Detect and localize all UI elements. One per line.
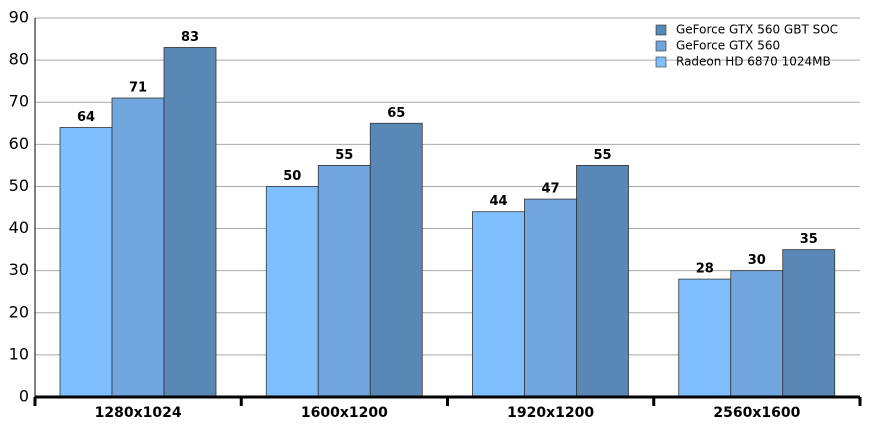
value-label: 83 (181, 30, 199, 45)
bar (163, 47, 217, 398)
legend-label: GeForce GTX 560 GBT SOC (676, 23, 838, 37)
y-tick-label: 40 (9, 218, 29, 237)
y-tick-label: 90 (9, 8, 29, 27)
y-tick-label: 20 (9, 302, 29, 321)
value-label: 50 (283, 169, 301, 184)
legend-label: GeForce GTX 560 (676, 39, 780, 53)
x-tick-label: 1600x1200 (301, 405, 388, 421)
bar (524, 198, 577, 398)
value-label: 30 (748, 253, 766, 268)
bar (111, 97, 165, 398)
legend-swatch (655, 56, 667, 68)
bar (576, 164, 629, 398)
legend-swatch (655, 24, 667, 36)
bar (369, 122, 423, 398)
bar (782, 249, 836, 398)
value-label: 44 (489, 194, 507, 209)
x-tick-label: 1920x1200 (507, 405, 594, 421)
y-tick-label: 0 (19, 387, 29, 406)
value-label: 28 (696, 262, 714, 277)
y-tick-label: 50 (9, 176, 29, 195)
bar (265, 186, 319, 398)
value-label: 65 (387, 106, 405, 121)
value-label: 55 (335, 148, 353, 163)
y-tick-label: 70 (9, 92, 29, 111)
legend-label: Radeon HD 6870 1024MB (676, 55, 831, 69)
y-tick-label: 10 (9, 344, 29, 363)
bar (730, 270, 784, 398)
bar (678, 278, 732, 398)
value-label: 64 (77, 110, 95, 125)
bar (59, 127, 113, 398)
bar (472, 211, 525, 398)
bar (317, 164, 371, 398)
value-label: 55 (593, 148, 611, 163)
x-tick-label: 1280x1024 (95, 405, 182, 421)
x-tick-label: 2560x1600 (713, 405, 800, 421)
y-tick-label: 80 (9, 50, 29, 69)
y-tick-label: 30 (9, 260, 29, 279)
y-tick-label: 60 (9, 134, 29, 153)
legend-swatch (655, 40, 667, 52)
value-label: 35 (800, 232, 818, 247)
value-label: 71 (129, 81, 147, 96)
value-label: 47 (541, 182, 559, 197)
